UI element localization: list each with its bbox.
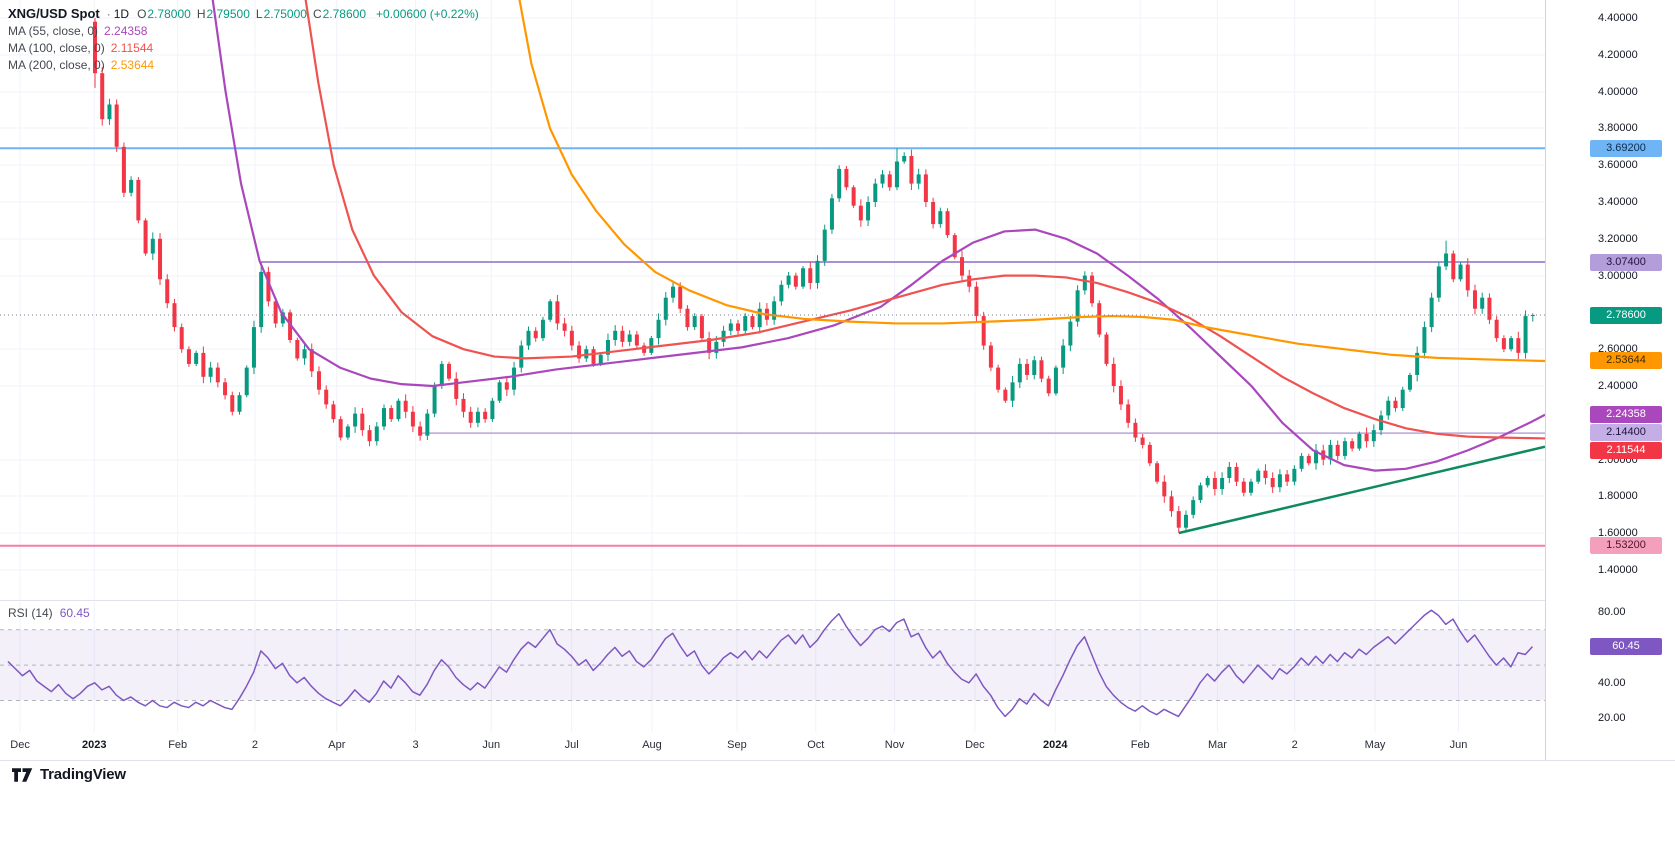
tradingview-brand[interactable]: TradingView <box>40 766 126 783</box>
ma55-legend-row[interactable]: MA (55, close, 0) 2.24358 <box>8 23 479 40</box>
time-axis-label: Oct <box>807 739 825 751</box>
axis-tick-label: 1.60000 <box>1598 527 1638 539</box>
axis-tick-label: 3.60000 <box>1598 159 1638 171</box>
time-axis[interactable]: Dec 2023 Feb 2 Apr 3 Jun Jul Aug Sep Oct Nov Dec 2024… <box>0 732 1545 760</box>
axis-tick-label: 3.40000 <box>1598 196 1638 208</box>
rsi-label: RSI (14) <box>8 606 53 620</box>
symbol-row[interactable]: XNG/USD Spot · 1D O2.78000 H2.79500 L2.75000 C… <box>8 5 479 23</box>
time-axis-label: Apr <box>328 739 346 751</box>
axis-tick-label: 40.00 <box>1598 677 1626 689</box>
legend-separator: · <box>106 7 111 21</box>
axis-tick-label: 3.00000 <box>1598 270 1638 282</box>
change-label: +0.00600 (+0.22%) <box>376 7 479 21</box>
open-label: O <box>137 7 147 21</box>
time-axis-label: Feb <box>1130 739 1150 751</box>
rsi-legend-row[interactable]: RSI (14) 60.45 <box>8 606 90 620</box>
open-value: 2.78000 <box>147 7 191 21</box>
time-axis-label: Sep <box>727 739 747 751</box>
ma55-label: MA (55, close, 0) <box>8 24 99 38</box>
interval-label: 1D <box>113 7 130 21</box>
price-level-badge: 2.78600 <box>1590 307 1662 324</box>
axis-tick-label: 1.80000 <box>1598 490 1638 502</box>
time-axis-label: Jun <box>1449 739 1468 751</box>
high-label: H <box>196 7 206 21</box>
price-axis[interactable]: 4.40000 4.20000 4.00000 3.80000 3.60000 3.400… <box>1545 0 1675 760</box>
axis-tick-label: 4.20000 <box>1598 49 1638 61</box>
close-label: C <box>312 7 322 21</box>
axis-tick-label: 3.80000 <box>1598 122 1638 134</box>
ohlc-high: H2.79500 <box>197 7 250 21</box>
time-axis-label: May <box>1364 739 1386 751</box>
time-axis-label: Feb <box>168 739 188 751</box>
pane-divider[interactable] <box>0 600 1675 601</box>
time-axis-label: Dec <box>965 739 985 751</box>
time-axis-label: Aug <box>642 739 662 751</box>
time-axis-label: 2023 <box>81 739 107 751</box>
axis-tick-label: 1.40000 <box>1598 564 1638 576</box>
ma100-value: 2.11544 <box>110 41 154 55</box>
rsi-pane-canvas[interactable] <box>0 602 1545 732</box>
rsi-value: 60.45 <box>59 606 90 620</box>
axis-tick-label: 80.00 <box>1598 606 1626 618</box>
price-level-badge: 3.07400 <box>1590 254 1662 271</box>
axis-tick-label: 2.40000 <box>1598 380 1638 392</box>
ma55-value: 2.24358 <box>104 24 148 38</box>
ohlc-open: O2.78000 <box>137 7 191 21</box>
ma200-label: MA (200, close, 0) <box>8 58 105 72</box>
axis-tick-label: 4.00000 <box>1598 86 1638 98</box>
ohlc-close: C2.78600 <box>313 7 366 21</box>
axis-tick-label: 3.20000 <box>1598 233 1638 245</box>
time-axis-label: Mar <box>1207 739 1227 751</box>
close-value: 2.78600 <box>322 7 367 21</box>
price-pane-canvas[interactable] <box>0 0 1545 600</box>
low-value: 2.75000 <box>263 7 307 21</box>
ma100-label: MA (100, close, 0) <box>8 41 105 55</box>
low-label: L <box>255 7 263 21</box>
bottom-divider <box>0 760 1675 761</box>
price-level-badge: 3.69200 <box>1590 140 1662 157</box>
ma200-legend-row[interactable]: MA (200, close, 0) 2.53644 <box>8 57 479 74</box>
time-axis-label: 2 <box>251 739 258 751</box>
price-legend: XNG/USD Spot · 1D O2.78000 H2.79500 L2.75000 C… <box>8 5 479 74</box>
price-level-badge: 60.45 <box>1590 638 1662 655</box>
price-level-badge: 2.11544 <box>1590 442 1662 459</box>
ma100-legend-row[interactable]: MA (100, close, 0) 2.11544 <box>8 40 479 57</box>
time-axis-label: 2 <box>1291 739 1298 751</box>
symbol-name: XNG/USD Spot <box>8 6 100 21</box>
axis-tick-label: 4.40000 <box>1598 12 1638 24</box>
price-level-badge: 1.53200 <box>1590 537 1662 554</box>
time-axis-label: Jun <box>482 739 501 751</box>
time-axis-label: Jul <box>564 739 579 751</box>
price-level-badge: 2.53644 <box>1590 352 1662 369</box>
time-axis-label: Nov <box>884 739 905 751</box>
ohlc-low: L2.75000 <box>256 7 307 21</box>
axis-tick-label: 20.00 <box>1598 712 1626 724</box>
price-level-badge: 2.24358 <box>1590 406 1662 423</box>
time-axis-label: Dec <box>10 739 30 751</box>
time-axis-label: 3 <box>412 739 419 751</box>
ma200-value: 2.53644 <box>110 58 155 72</box>
footer: TradingView <box>12 766 126 783</box>
tradingview-logo-icon[interactable] <box>12 767 33 783</box>
price-level-badge: 2.14400 <box>1590 424 1662 441</box>
time-axis-label: 2024 <box>1042 739 1068 751</box>
high-value: 2.79500 <box>206 7 250 21</box>
